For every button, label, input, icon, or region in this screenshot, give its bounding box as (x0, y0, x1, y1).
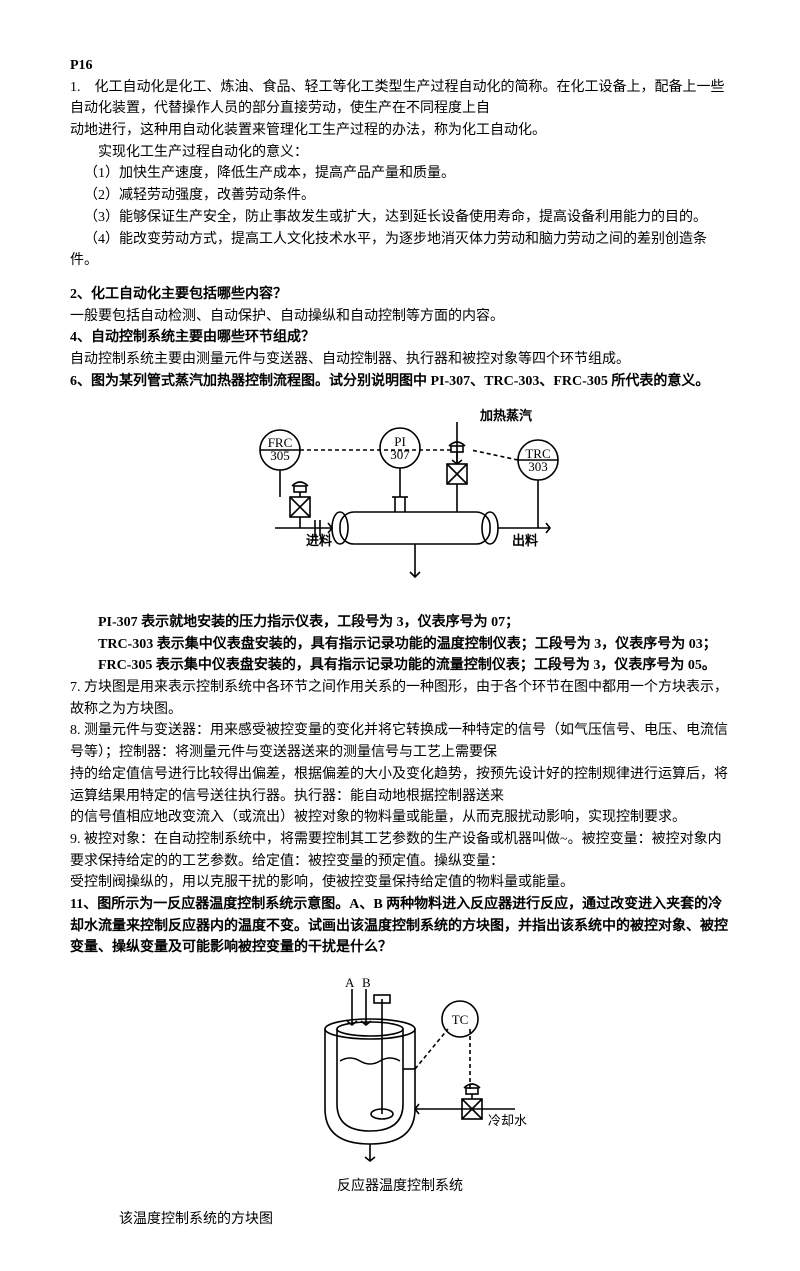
sig-item-2: （2）减轻劳动强度，改善劳动条件。 (70, 185, 730, 207)
steam-label: 加热蒸汽 (479, 408, 532, 423)
paragraph-1b: 动地进行，这种用自动化装置来管理化工生产过程的办法，称为化工自动化。 (70, 120, 730, 142)
sig-item-1: （1）加快生产速度，降低生产成本，提高产品产量和质量。 (70, 163, 730, 185)
figure2-caption: 反应器温度控制系统 (70, 1176, 730, 1198)
page-header: P16 (70, 55, 730, 77)
q4: 4、自动控制系统主要由哪些环节组成？ (70, 327, 730, 349)
significance-intro: 实现化工生产过程自动化的意义： (70, 142, 730, 164)
sig-item-4: （4）能改变劳动方式，提高工人文化技术水平，为逐步地消灭体力劳动和脑力劳动之间的… (70, 229, 730, 272)
label-cool: 冷却水 (488, 1113, 527, 1128)
last-line: 该温度控制系统的方块图 (70, 1209, 730, 1231)
trc-num: 303 (528, 459, 548, 474)
page: P16 1. 化工自动化是化工、炼油、食品、轻工等化工类型生产过程自动化的简称。… (0, 0, 800, 1271)
sig-item-3: （3）能够保证生产安全，防止事故发生或扩大，达到延长设备使用寿命，提高设备利用能… (70, 207, 730, 229)
p8b: 持的给定值信号进行比较得出偏差，根据偏差的大小及变化趋势，按预先设计好的控制规律… (70, 764, 730, 807)
reactor-diagram: A B TC 冷却水 (270, 969, 530, 1164)
a2: 一般要包括自动检测、自动保护、自动操纵和自动控制等方面的内容。 (70, 306, 730, 328)
p8a: 8. 测量元件与变送器：用来感受被控变量的变化并将它转换成一种特定的信号（如气压… (70, 720, 730, 763)
figure-heater: FRC 305 PI 307 TRC 303 加热蒸汽 进料 出料 (70, 402, 730, 600)
p11: 11、图所示为一反应器温度控制系统示意图。A、B 两种物料进入反应器进行反应，通… (70, 894, 730, 959)
q6: 6、图为某列管式蒸汽加热器控制流程图。试分别说明图中 PI-307、TRC-30… (70, 371, 730, 393)
p9a: 9. 被控对象：在自动控制系统中，将需要控制其工艺参数的生产设备或机器叫做~。被… (70, 829, 730, 872)
label-b: B (362, 975, 371, 990)
feed-label: 进料 (306, 533, 332, 548)
figure-reactor: A B TC 冷却水 反应器温度控制系统 (70, 969, 730, 1197)
paragraph-1a: 1. 化工自动化是化工、炼油、食品、轻工等化工类型生产过程自动化的简称。在化工设… (70, 77, 730, 120)
a4: 自动控制系统主要由测量元件与变送器、自动控制器、执行器和被控对象等四个环节组成。 (70, 349, 730, 371)
ans-pi: PI-307 表示就地安装的压力指示仪表，工段号为 3，仪表序号为 07； (70, 612, 730, 634)
heater-diagram: FRC 305 PI 307 TRC 303 加热蒸汽 进料 出料 (220, 402, 580, 592)
p9b: 受控制阀操纵的，用以克服干扰的影响，使被控变量保持给定值的物料量或能量。 (70, 872, 730, 894)
p8c: 的信号值相应地改变流入（或流出）被控对象的物料量或能量，从而克服扰动影响，实现控… (70, 807, 730, 829)
q2: 2、化工自动化主要包括哪些内容？ (70, 284, 730, 306)
p7: 7. 方块图是用来表示控制系统中各环节之间作用关系的一种图形，由于各个环节在图中… (70, 677, 730, 720)
frc-num: 305 (270, 448, 290, 463)
pi-num: 307 (390, 447, 410, 462)
out-label: 出料 (512, 533, 538, 548)
ans-frc: FRC-305 表示集中仪表盘安装的，具有指示记录功能的流量控制仪表；工段号为 … (70, 655, 730, 677)
label-a: A (345, 975, 355, 990)
ans-trc: TRC-303 表示集中仪表盘安装的，具有指示记录功能的温度控制仪表；工段号为 … (70, 634, 730, 656)
label-tc: TC (452, 1012, 469, 1027)
